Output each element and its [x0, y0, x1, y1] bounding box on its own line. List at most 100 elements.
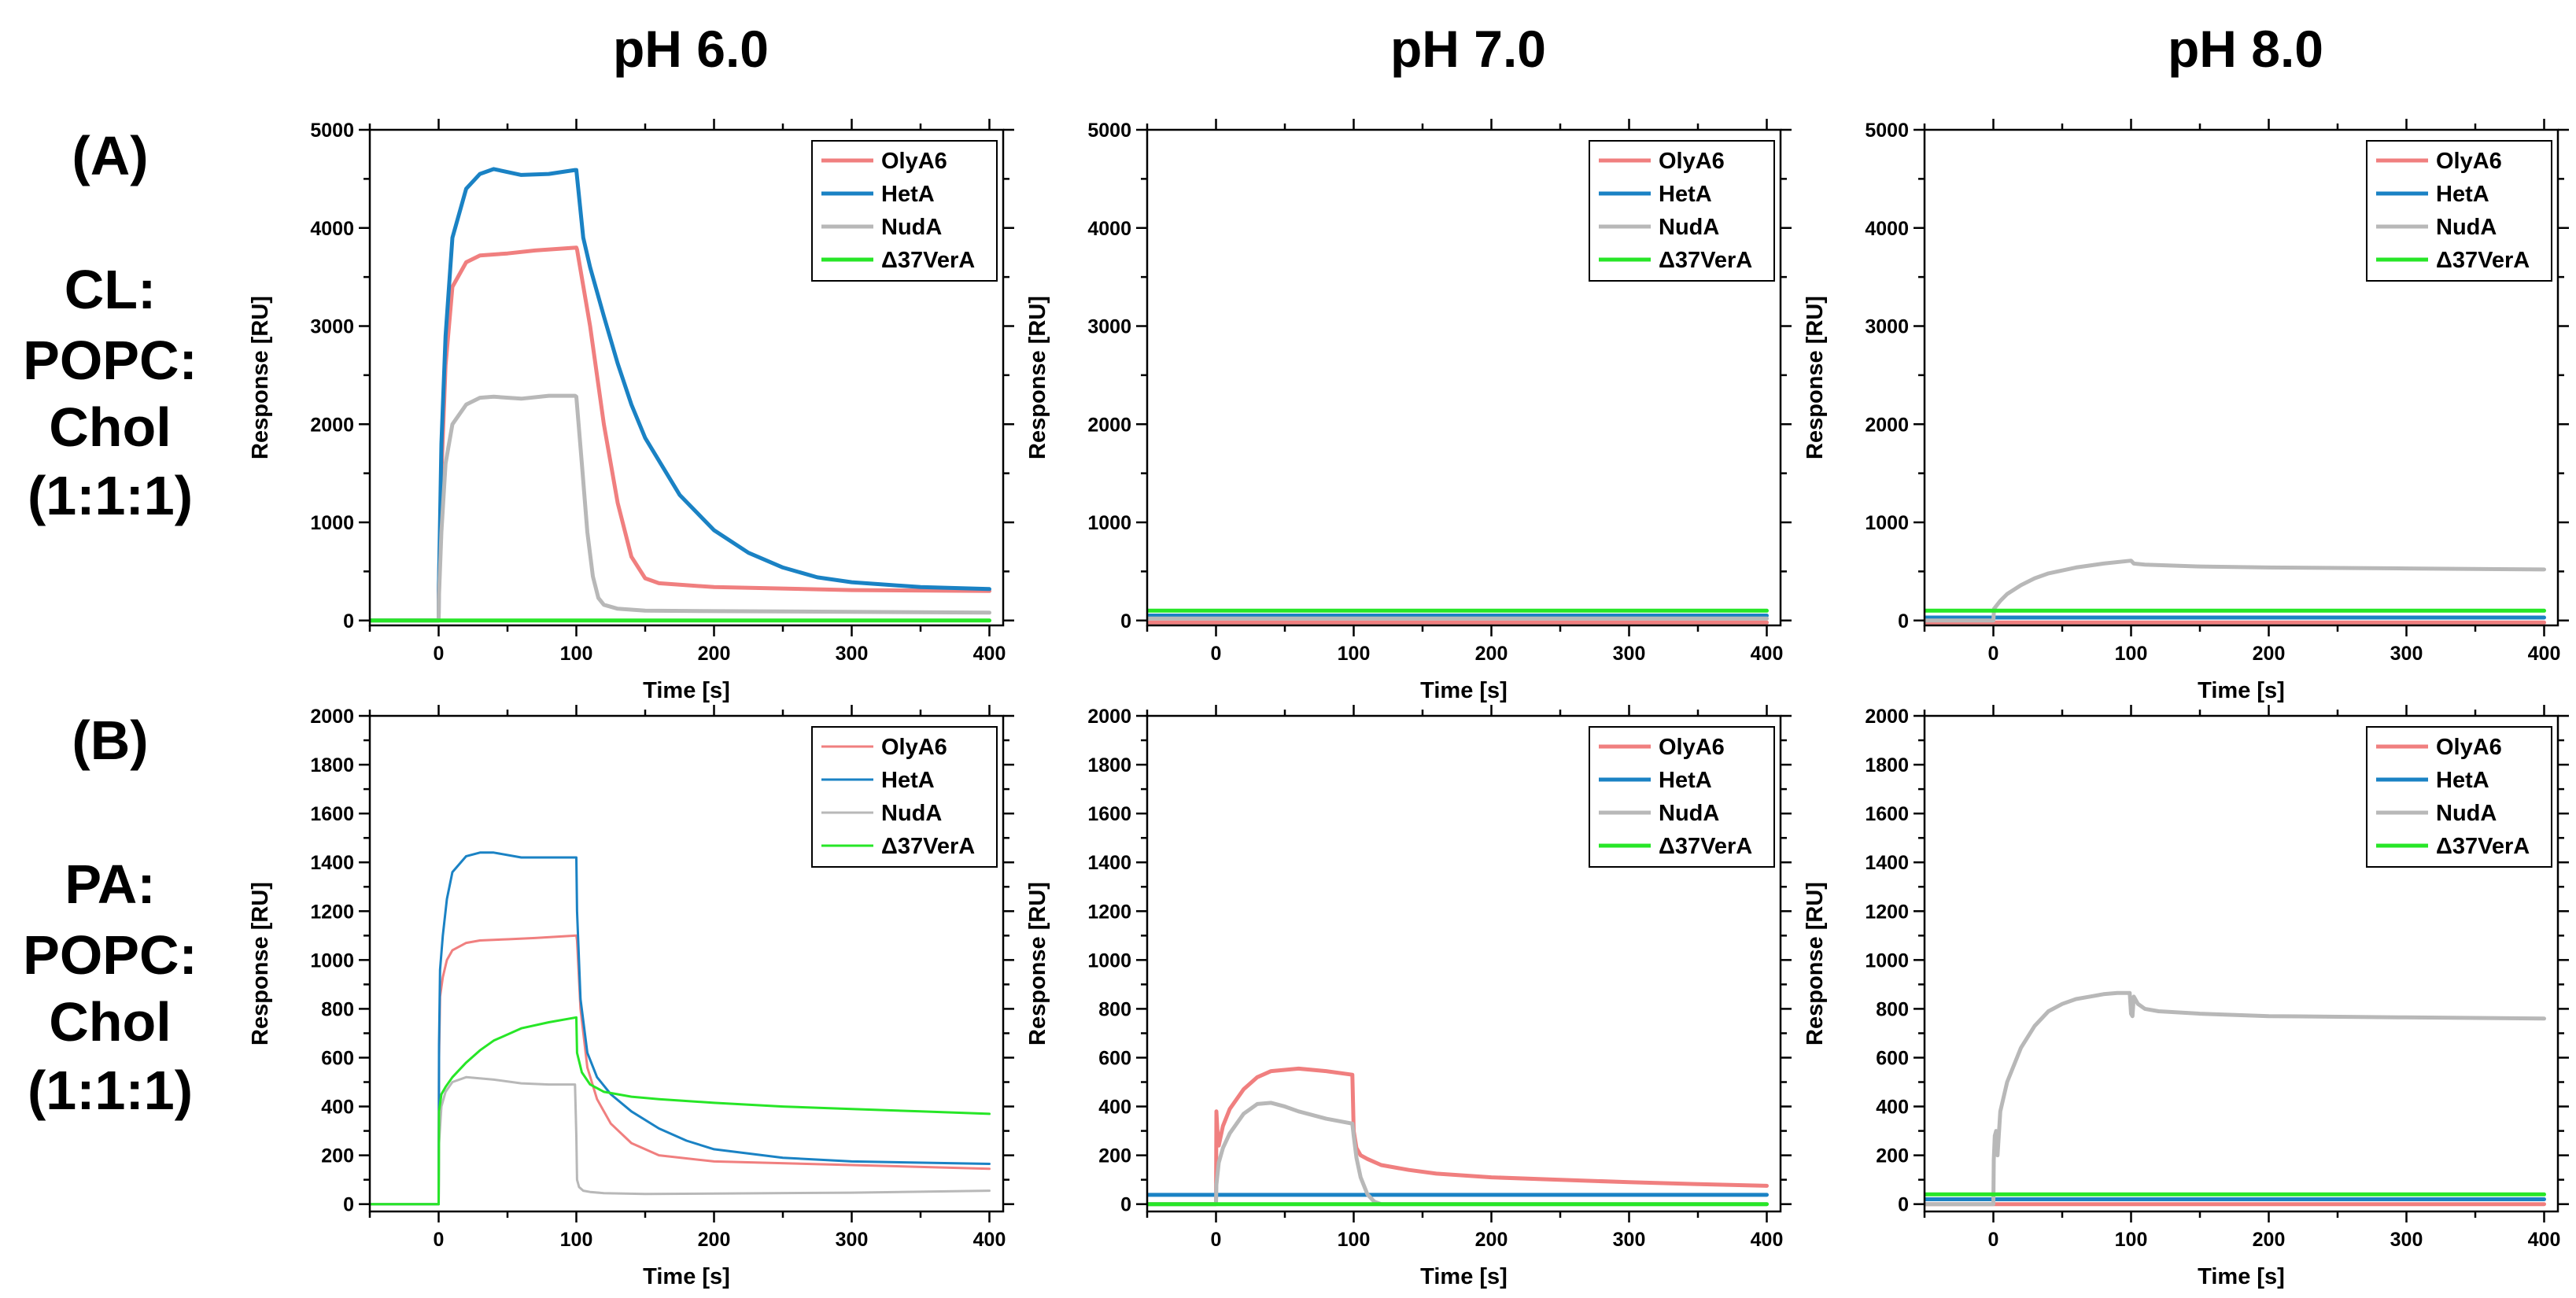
- legend-item-delta37vera: Δ37VerA: [821, 834, 975, 859]
- y-tick-label: 800: [1098, 998, 1131, 1020]
- legend-item-heta: HetA: [1599, 182, 1712, 207]
- plot-frame: [1146, 714, 1782, 1213]
- x-tick-label: 400: [1751, 1229, 1784, 1251]
- legend-label: NudA: [2436, 215, 2497, 240]
- x-tick-label: 200: [2253, 643, 2286, 665]
- column-titles: pH 6.0 pH 7.0 pH 8.0: [613, 20, 2323, 78]
- row-a-label-line-2: POPC:: [23, 330, 197, 391]
- legend-label: HetA: [1659, 768, 1712, 793]
- x-axis-title: Time [s]: [643, 678, 730, 703]
- x-tick-label: 200: [698, 1229, 731, 1251]
- series-line-heta: [370, 167, 991, 623]
- legend-box: [2366, 726, 2552, 868]
- x-axis-title: Time [s]: [2198, 678, 2285, 703]
- legend-item-nuda: NudA: [2376, 215, 2497, 240]
- column-title-ph7: pH 7.0: [1390, 20, 1546, 78]
- legend-label: NudA: [881, 215, 942, 240]
- x-tick-label: 200: [2253, 1229, 2286, 1251]
- x-tick-label: 0: [434, 1229, 445, 1251]
- legend-label: HetA: [881, 768, 935, 793]
- series-line-nuda: [370, 1075, 991, 1206]
- legend-box: [1589, 140, 1775, 282]
- plot-frame: [1923, 714, 2559, 1213]
- x-tick-label: 300: [836, 1229, 869, 1251]
- x-tick-label: 100: [1338, 1229, 1371, 1251]
- x-tick-label: 0: [1211, 1229, 1222, 1251]
- x-tick-label: 100: [560, 643, 593, 665]
- y-tick-label: 1200: [1087, 901, 1131, 923]
- y-axis-title: Response [RU]: [1025, 882, 1050, 1045]
- row-b-label-line-1: PA:: [65, 854, 155, 915]
- legend-box: [1589, 726, 1775, 868]
- legend-label: NudA: [2436, 801, 2497, 826]
- legend-item-heta: HetA: [1599, 768, 1712, 793]
- y-tick-label: 2000: [1087, 414, 1131, 436]
- x-tick-label: 0: [1988, 643, 1999, 665]
- x-axis-title: Time [s]: [643, 1264, 730, 1289]
- legend-item-nuda: NudA: [1599, 215, 1719, 240]
- legend-item-heta: HetA: [2376, 768, 2489, 793]
- y-tick-label: 800: [1876, 998, 1909, 1020]
- legend-item-nuda: NudA: [2376, 801, 2497, 826]
- legend: OlyA6 HetA NudA Δ37VerA: [2366, 726, 2552, 868]
- column-title-ph6: pH 6.0: [613, 20, 769, 78]
- legend-box: [811, 726, 998, 868]
- y-tick-label: 1400: [310, 852, 354, 874]
- x-tick-label: 0: [1988, 1229, 1999, 1251]
- y-tick-label: 0: [343, 610, 354, 632]
- x-tick-label: 200: [1475, 643, 1508, 665]
- panel-r2-c3-series: [1925, 990, 2546, 1207]
- series-line-heta: [370, 851, 991, 1206]
- legend-item-delta37vera: Δ37VerA: [2376, 834, 2530, 859]
- y-tick-label: 1800: [1087, 754, 1131, 776]
- legend: OlyA6 HetA NudA Δ37VerA: [1589, 726, 1775, 868]
- legend-label: OlyA6: [2436, 735, 2502, 760]
- legend-item-olya6: OlyA6: [2376, 735, 2502, 760]
- y-tick-label: 4000: [1087, 218, 1131, 240]
- legend-box: [811, 140, 998, 282]
- legend-item-olya6: OlyA6: [1599, 149, 1725, 174]
- y-tick-label: 2000: [1865, 706, 1909, 728]
- legend: OlyA6 HetA NudA Δ37VerA: [811, 140, 998, 282]
- legend-label: OlyA6: [1659, 149, 1725, 174]
- y-tick-label: 200: [321, 1145, 354, 1167]
- y-tick-label: 3000: [310, 316, 354, 338]
- y-tick-label: 400: [1098, 1097, 1131, 1119]
- x-tick-label: 200: [1475, 1229, 1508, 1251]
- legend-label: NudA: [881, 801, 942, 826]
- y-axis-title: Response [RU]: [248, 296, 273, 459]
- legend-item-nuda: NudA: [821, 215, 942, 240]
- legend: OlyA6 HetA NudA Δ37VerA: [1589, 140, 1775, 282]
- row-b-label-line-3: Chol: [49, 991, 172, 1053]
- y-tick-label: 600: [1098, 1047, 1131, 1069]
- y-tick-label: 1600: [1087, 803, 1131, 825]
- row-b-label-line-2: POPC:: [23, 924, 197, 986]
- series-line-olya6: [370, 245, 991, 623]
- series-line-delta37vera: [370, 1016, 991, 1206]
- x-tick-label: 300: [2390, 1229, 2423, 1251]
- legend-label: OlyA6: [881, 735, 947, 760]
- x-tick-label: 300: [836, 643, 869, 665]
- y-tick-label: 2000: [1865, 414, 1909, 436]
- legend-item-heta: HetA: [2376, 182, 2489, 207]
- series-line-nuda: [1147, 1101, 1769, 1207]
- legend-box: [2366, 140, 2552, 282]
- y-tick-label: 2000: [1087, 706, 1131, 728]
- y-tick-label: 0: [343, 1194, 354, 1216]
- legend-label: Δ37VerA: [881, 834, 975, 859]
- y-tick-label: 400: [1876, 1097, 1909, 1119]
- legend: OlyA6 HetA NudA Δ37VerA: [2366, 140, 2552, 282]
- legend-label: OlyA6: [1659, 735, 1725, 760]
- column-title-ph8: pH 8.0: [2168, 20, 2323, 78]
- y-tick-label: 5000: [310, 120, 354, 142]
- y-tick-label: 1800: [1865, 754, 1909, 776]
- panel-r2-c1: 0 100 200 300 400 0 200 400 600 800 1000 1200 1400 16…: [248, 705, 1014, 1289]
- series-line-olya6: [1147, 1066, 1769, 1207]
- y-tick-label: 1200: [1865, 901, 1909, 923]
- y-tick-label: 3000: [1087, 316, 1131, 338]
- x-tick-label: 100: [560, 1229, 593, 1251]
- y-tick-label: 200: [1098, 1145, 1131, 1167]
- y-tick-label: 400: [321, 1097, 354, 1119]
